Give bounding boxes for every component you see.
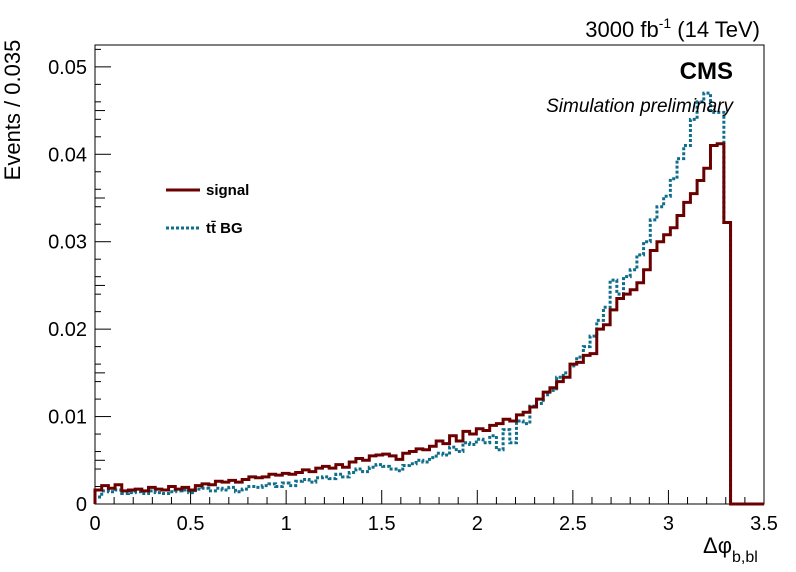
y-tick-label: 0.03 [48, 232, 87, 254]
x-axis-title: Δφb,bl [703, 533, 758, 566]
legend-label: tt̄ BG [206, 220, 243, 237]
y-axis: 0 0.01 0.02 0.03 0.04 0.05 [48, 48, 111, 516]
lumi-exponent: -1 [659, 15, 672, 31]
series-line-ttbar-bg [93, 91, 764, 506]
y-tick-label: 0.05 [48, 57, 87, 79]
legend-label: signal [206, 182, 249, 199]
x-tick-label: 0.5 [177, 513, 205, 535]
x-tick-label: 1.5 [368, 513, 396, 535]
x-tick-label: 0 [89, 513, 100, 535]
x-axis: 0 0.5 1 1.5 2 2.5 3 3.5 [89, 490, 778, 535]
series-line-signal [93, 142, 764, 506]
y-tick-label: 0.02 [48, 319, 87, 341]
x-tick-label: 1 [281, 513, 292, 535]
legend: signal tt̄ BG [166, 182, 249, 237]
y-tick-label: 0.04 [48, 144, 87, 166]
y-tick-label: 0 [76, 494, 87, 516]
series-layer [93, 91, 764, 506]
lumi-label: 3000 fb-1 (14 TeV) [585, 15, 760, 42]
x-tick-label: 3.5 [750, 513, 778, 535]
experiment-label: CMS [680, 58, 733, 85]
y-tick-label: 0.01 [48, 407, 87, 429]
x-tick-label: 3 [663, 513, 674, 535]
status-label: Simulation preliminary [546, 96, 734, 117]
y-axis-title: Events / 0.035 [0, 40, 25, 181]
x-axis-title-sub: b,bl [732, 549, 758, 566]
plot-frame [94, 44, 765, 505]
x-tick-label: 2.5 [559, 513, 587, 535]
x-tick-label: 2 [472, 513, 483, 535]
